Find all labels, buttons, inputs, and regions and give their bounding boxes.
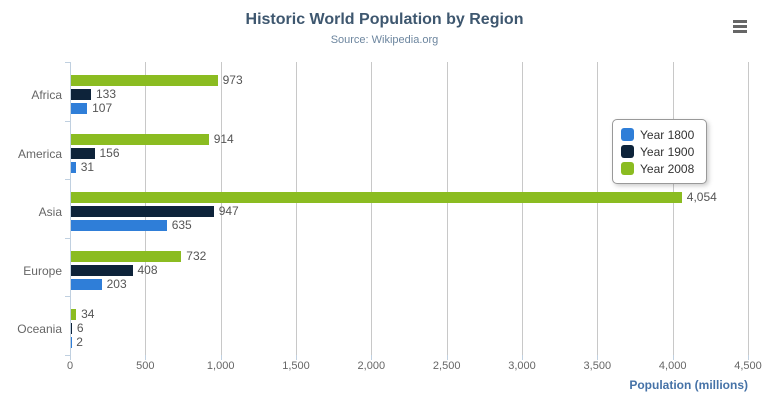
gridline — [446, 62, 448, 355]
legend-item-year-1900[interactable]: Year 1900 — [621, 143, 694, 160]
bar-africa-year-1800[interactable] — [71, 103, 88, 114]
bar-europe-year-1900[interactable] — [71, 264, 133, 276]
data-label-europe-year-2008: 732 — [186, 248, 207, 263]
export-menu-button[interactable] — [729, 17, 751, 37]
category-label-asia: Asia — [38, 205, 62, 220]
x-tick-label-0: 0 — [66, 360, 74, 372]
data-label-europe-year-1800: 203 — [106, 276, 127, 291]
x-tick-label-1-500: 1,500 — [282, 360, 310, 372]
data-label-oceania-year-2008: 34 — [81, 307, 95, 322]
data-label-oceania-year-1800: 2 — [76, 335, 83, 350]
axis-tick — [65, 120, 70, 122]
legend-swatch-icon — [621, 162, 634, 175]
data-label-africa-year-1900: 133 — [96, 87, 117, 101]
x-tick-label-3-500: 3,500 — [583, 360, 612, 372]
axis-tick — [65, 62, 70, 63]
axis-tick — [65, 296, 70, 298]
bar-europe-year-1800[interactable] — [71, 278, 102, 290]
bar-oceania-year-2008[interactable] — [71, 309, 77, 321]
category-label-oceania: Oceania — [17, 322, 62, 337]
bar-america-year-1800[interactable] — [71, 161, 76, 173]
bar-asia-year-1900[interactable] — [71, 206, 214, 218]
data-label-asia-year-2008: 4,054 — [686, 190, 717, 205]
bar-america-year-2008[interactable] — [71, 133, 209, 145]
x-tick-label-4-000: 4,000 — [658, 360, 687, 372]
axis-tick — [65, 179, 70, 181]
legend: Year 1800 Year 1900 Year 2008 — [612, 119, 708, 184]
data-label-africa-year-1800: 107 — [92, 101, 113, 115]
gridline — [522, 62, 523, 355]
legend-swatch-icon — [621, 128, 634, 141]
axis-tick — [748, 355, 749, 360]
x-tick-label-4-500: 4,500 — [734, 360, 762, 372]
data-label-america-year-2008: 914 — [213, 131, 234, 146]
bar-africa-year-1900[interactable] — [71, 89, 91, 100]
legend-swatch-icon — [621, 145, 634, 158]
category-label-america: America — [17, 146, 62, 161]
axis-tick — [371, 355, 373, 360]
category-label-africa: Africa — [31, 88, 62, 102]
chart-subtitle: Source: Wikipedia.org — [330, 34, 439, 46]
axis-tick — [296, 355, 297, 360]
category-axis-line — [70, 62, 71, 355]
legend-label: Year 1900 — [640, 144, 695, 159]
axis-tick — [522, 355, 523, 360]
data-label-oceania-year-1900: 6 — [76, 321, 84, 336]
chart-title: Historic World Population by Region — [245, 11, 524, 28]
gridline — [296, 62, 297, 355]
data-label-asia-year-1800: 635 — [171, 218, 192, 233]
legend-item-year-1800[interactable]: Year 1800 — [621, 126, 694, 143]
legend-label: Year 1800 — [640, 127, 695, 142]
gridline — [748, 62, 749, 355]
bar-asia-year-1800[interactable] — [71, 220, 167, 232]
gridline — [597, 62, 599, 355]
data-label-america-year-1900: 156 — [99, 145, 120, 160]
legend-item-year-2008[interactable]: Year 2008 — [621, 160, 694, 177]
gridline — [371, 62, 373, 355]
hamburger-menu-icon — [729, 19, 751, 33]
x-axis-title: Population (millions) — [629, 378, 748, 392]
gridline — [220, 62, 222, 355]
bar-america-year-1900[interactable] — [71, 147, 95, 159]
bar-africa-year-2008[interactable] — [71, 75, 218, 86]
x-tick-label-3-000: 3,000 — [508, 360, 536, 372]
x-tick-label-1-000: 1,000 — [206, 360, 235, 372]
axis-tick — [597, 355, 599, 360]
x-tick-label-2-000: 2,000 — [357, 360, 386, 372]
axis-tick — [65, 355, 70, 356]
axis-tick — [220, 355, 222, 360]
bar-asia-year-2008[interactable] — [71, 192, 682, 204]
axis-tick — [145, 355, 147, 360]
bar-oceania-year-1900[interactable] — [71, 323, 72, 335]
bar-europe-year-2008[interactable] — [71, 250, 182, 262]
x-tick-label-500: 500 — [136, 360, 155, 372]
data-label-america-year-1800: 31 — [80, 159, 95, 174]
data-label-asia-year-1900: 947 — [218, 204, 239, 219]
data-label-africa-year-2008: 973 — [222, 73, 243, 87]
category-label-europe: Europe — [23, 263, 62, 278]
x-tick-label-2-500: 2,500 — [432, 360, 461, 372]
gridline — [672, 62, 674, 355]
axis-tick — [70, 355, 71, 360]
data-label-europe-year-1900: 408 — [137, 262, 158, 277]
axis-tick — [672, 355, 674, 360]
axis-tick — [446, 355, 448, 360]
axis-tick — [65, 237, 70, 239]
legend-label: Year 2008 — [640, 161, 695, 176]
